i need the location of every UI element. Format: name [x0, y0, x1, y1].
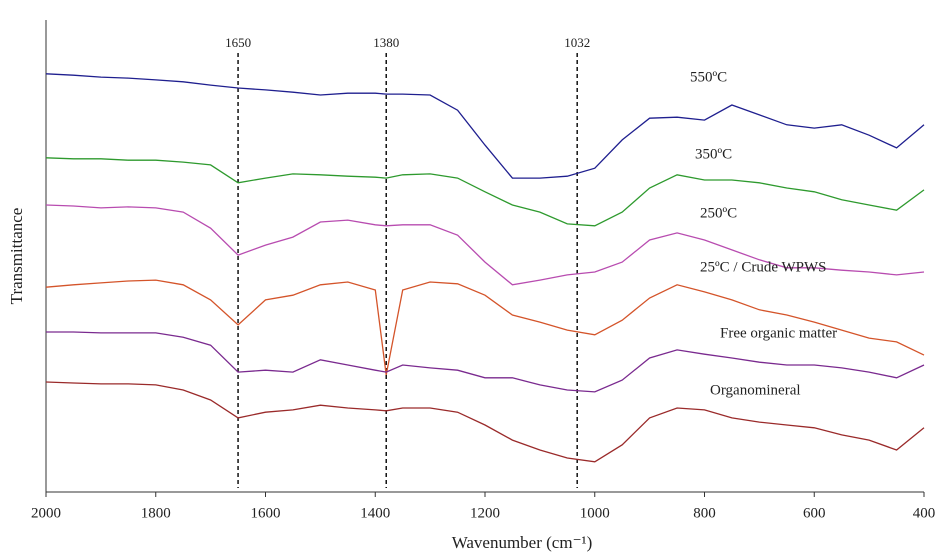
x-tick-label: 1800: [141, 505, 171, 521]
x-tick-label: 1000: [580, 505, 610, 521]
x-tick-label: 800: [693, 505, 716, 521]
x-tick-label: 2000: [31, 505, 61, 521]
series-label: Organomineral: [710, 382, 801, 398]
spectrum-line: [45, 279, 925, 376]
series-label: 25ºC / Crude WPWS: [700, 259, 826, 275]
reference-label: 1032: [564, 35, 590, 50]
spectrum-line: [46, 331, 925, 393]
x-axis-label: Wavenumber (cm⁻¹): [452, 533, 593, 552]
series-label: 550ºC: [690, 69, 727, 85]
series-label: 350ºC: [695, 146, 732, 162]
spectrum-line: [45, 73, 925, 179]
spectrum-line: [45, 204, 925, 286]
x-tick-label: 1400: [360, 505, 390, 521]
x-tick-label: 600: [803, 505, 826, 521]
spectrum-line: [45, 157, 925, 227]
x-tick-label: 400: [913, 505, 936, 521]
x-tick-label: 1200: [470, 505, 500, 521]
reference-label: 1380: [373, 35, 399, 50]
spectrum-line: [45, 381, 925, 463]
x-tick-label: 1600: [251, 505, 281, 521]
y-axis-label: Transmittance: [7, 208, 26, 305]
reference-label: 1650: [225, 35, 251, 50]
series-label: Free organic matter: [720, 325, 837, 341]
series-label: 250ºC: [700, 205, 737, 221]
